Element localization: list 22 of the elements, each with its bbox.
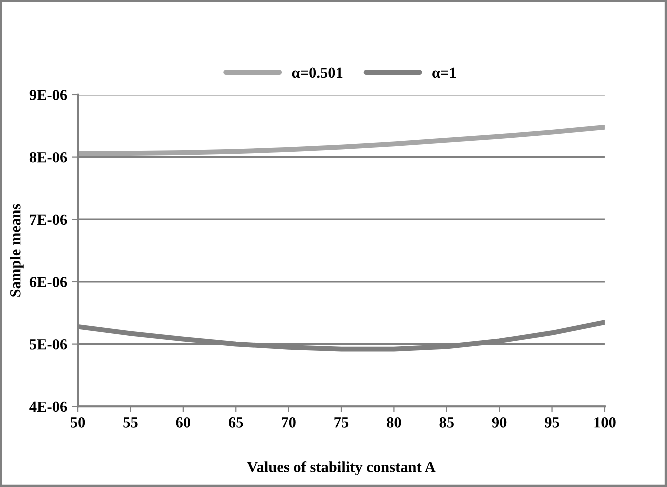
y-tick-label: 7E-06 (30, 214, 68, 226)
x-tick-label: 50 (71, 418, 86, 428)
x-tick-label: 80 (387, 418, 402, 428)
x-tick-label: 55 (124, 418, 138, 428)
legend-label: α=1 (432, 68, 456, 78)
x-axis-title: Values of stability constant A (247, 461, 436, 476)
x-tick-label: 85 (440, 418, 454, 428)
line-series (78, 124, 605, 156)
y-tick-label: 6E-06 (30, 277, 68, 288)
x-tick-label: 100 (594, 418, 616, 428)
x-tick-label: 95 (545, 418, 560, 428)
legend-label: α=0.501 (292, 68, 343, 78)
x-tick-label: 70 (282, 418, 296, 428)
x-tick-label: 60 (176, 418, 190, 428)
x-tick-label: 90 (492, 418, 507, 428)
y-axis-title: Sample means (10, 204, 24, 297)
y-tick-label: 9E-06 (30, 90, 68, 100)
x-tick-label: 75 (334, 418, 349, 428)
y-tick-label: 5E-06 (30, 339, 68, 350)
y-tick-label: 4E-06 (30, 402, 68, 412)
x-tick-label: 65 (229, 418, 244, 428)
y-tick-label: 8E-06 (30, 152, 68, 163)
